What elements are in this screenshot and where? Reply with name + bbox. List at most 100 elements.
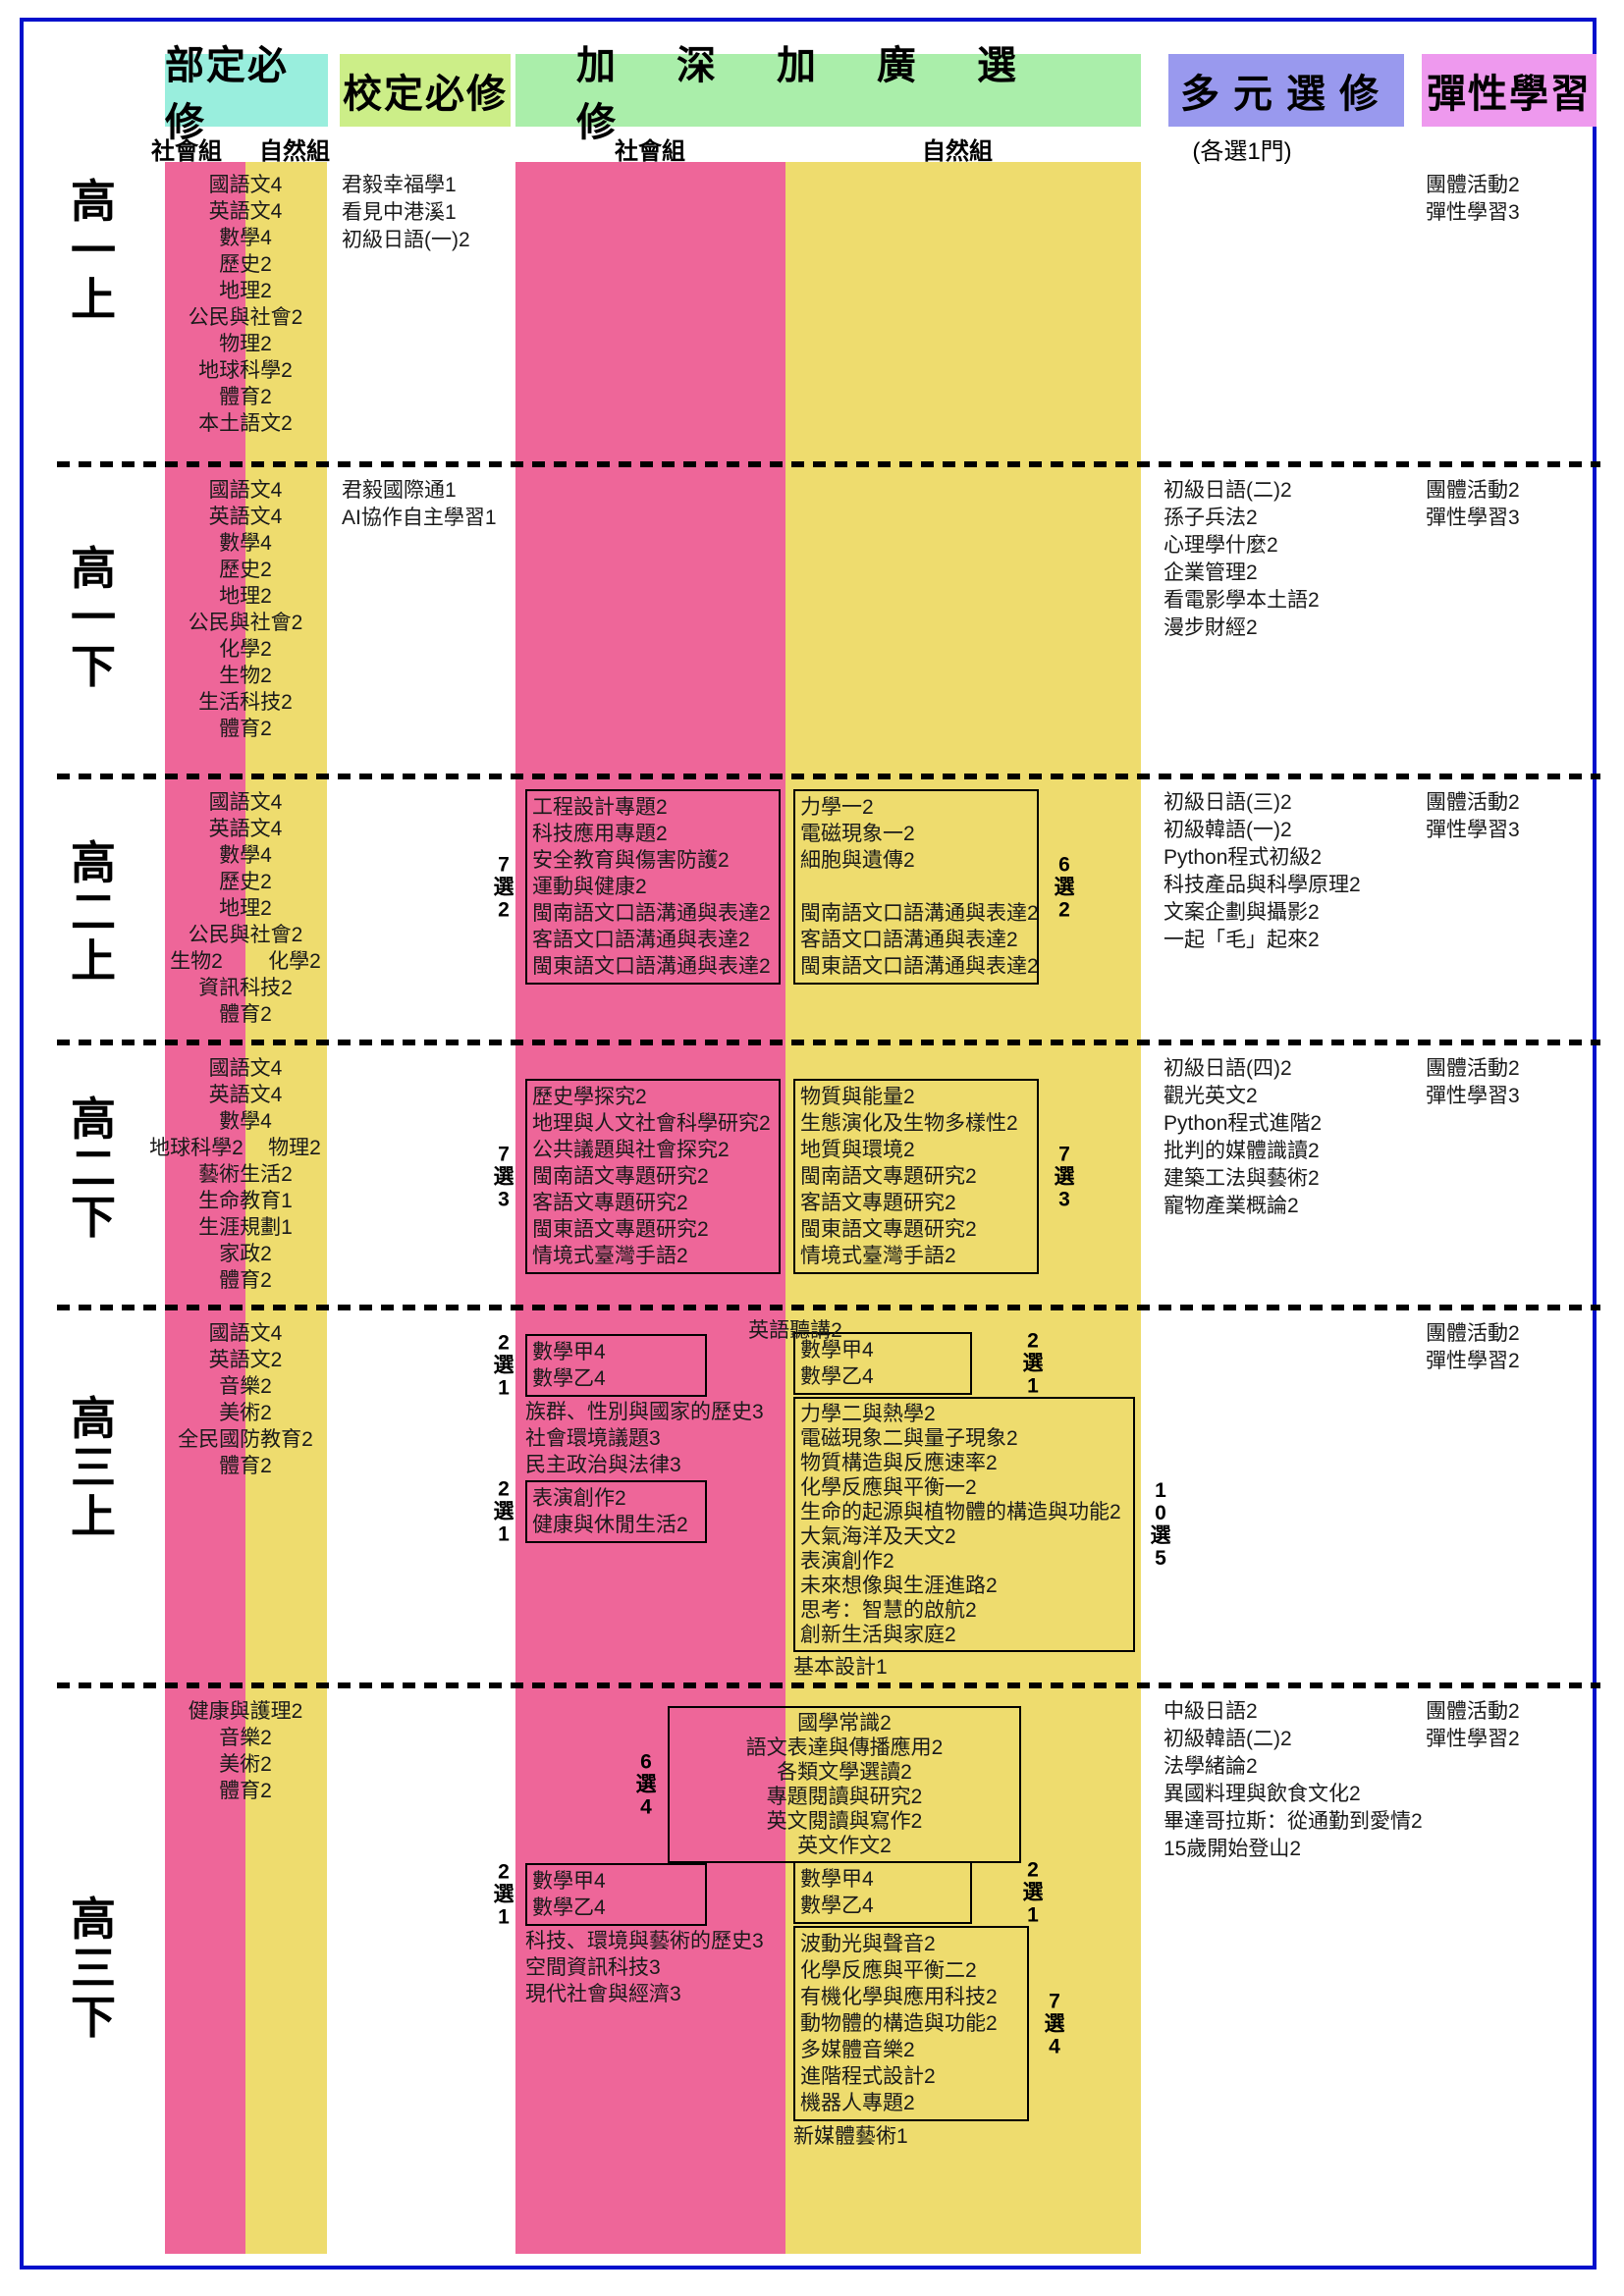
course-item: 英語文2 <box>208 1349 283 1371</box>
course-item: Python程式初級2 <box>1164 846 1323 869</box>
choose-char: 選 <box>493 1500 514 1523</box>
course-item: 彈性學習3 <box>1426 1085 1520 1107</box>
bureau-required-courses: 國語文4 英語文4 數學4 歷史2 地理2 公民與社會2 生物2 化學2 資訊科技2 體育2 <box>147 779 344 1028</box>
flexible-learning-courses: 團體活動2 彈性學習3 <box>1426 779 1612 844</box>
semester-label-char: 二 <box>71 886 116 937</box>
course-item: 波動光與聲音2 <box>800 1933 936 1955</box>
choose-char: 2 <box>1058 898 1070 921</box>
course-item: 英語聽講2 <box>748 1319 842 1342</box>
semester-label-char: 下 <box>71 641 116 692</box>
course-item: 建築工法與藝術2 <box>1164 1167 1320 1190</box>
choose-char: 3 <box>498 1188 510 1210</box>
column-band-bureau-social <box>165 162 245 2254</box>
choose-char: 2 <box>1027 1858 1039 1882</box>
course-item: 地理2 <box>219 280 272 302</box>
semester-row-6: 高三下健康與護理2 音樂2 美術2 體育2 數學甲4 數學乙4 2 選 1 科技、環境與藝術的歷史… <box>0 1688 1624 2254</box>
course-item: 專題閱讀與研究2 <box>766 1786 923 1808</box>
course-item: AI協作自主學習1 <box>342 507 497 529</box>
choose-char: 3 <box>1058 1188 1070 1210</box>
course-item: 閩南語文專題研究2 <box>800 1165 977 1188</box>
course-item: 看電影學本土語2 <box>1164 589 1320 612</box>
course-item: 看見中港溪1 <box>342 201 457 224</box>
semester-label-char: 上 <box>71 1491 116 1542</box>
course-item: 地質與環境2 <box>800 1139 915 1161</box>
course-item: 生活科技2 <box>198 691 293 714</box>
flexible-learning-courses: 團體活動2 彈性學習3 <box>1426 162 1612 227</box>
course-item: 數學甲4 <box>532 1870 606 1893</box>
advanced-natural-cell: 物質與能量2 生態演化及生物多樣性2 地質與環境2 閩南語文專題研究2 客語文專題研究2… <box>785 1045 1168 1274</box>
course-item: 地理2 <box>219 897 272 920</box>
course-block: 英語聽講2 <box>609 1318 982 1344</box>
option-group-box: 歷史學探究2 地理與人文社會科學研究2 公共議題與社會探究2 閩南語文專題研究2 客語文… <box>525 1079 781 1274</box>
advanced-natural-cell: 數學甲4 數學乙4 2 選 1 力學二與熱學2 電磁現象二與量子現象2 物質構造與反應速率2 化… <box>785 1310 1171 1681</box>
course-item: 進階程式設計2 <box>800 2065 936 2088</box>
course-item: 生態演化及生物多樣性2 <box>800 1112 1018 1135</box>
choose-char: 1 <box>498 1905 510 1929</box>
choose-char: 7 <box>1058 1143 1070 1165</box>
course-item: 畢達哥拉斯：從通勤到愛情2 <box>1164 1810 1423 1833</box>
flexible-learning-courses: 團體活動2 彈性學習3 <box>1426 1045 1612 1110</box>
semester-label-char: 一 <box>71 592 116 643</box>
choose-char: 1 <box>1027 1374 1039 1398</box>
bureau-required-courses: 國語文4 英語文4 數學4 歷史2 地理2 公民與社會2 化學2 生物2 生活科技2 體育2 <box>147 467 344 742</box>
advanced-social-cell: 數學甲4 數學乙4 2 選 1 族群、性別與國家的歷史3 社會環境議題3 民主政治與法律3 表演… <box>489 1310 785 1546</box>
course-item: 情境式臺灣手語2 <box>532 1245 688 1267</box>
advanced-social-cell: 數學甲4 數學乙4 2 選 1 科技、環境與藝術的歷史3 空間資訊科技3 現代社會與經濟3 <box>489 1688 785 2007</box>
course-item: 大氣海洋及天文2 <box>800 1525 956 1548</box>
choose-char: 5 <box>1155 1547 1166 1570</box>
course-item: 體育2 <box>219 1003 272 1026</box>
course-item: 初級韓語(二)2 <box>1164 1728 1292 1750</box>
course-item: 心理學什麼2 <box>1164 534 1278 557</box>
semester-label: 高二上 <box>39 838 147 986</box>
course-item: 生命教育1 <box>198 1190 293 1212</box>
course-item: 彈性學習3 <box>1426 507 1520 529</box>
choose-char: 6 <box>640 1750 652 1774</box>
choose-char: 0 <box>1155 1502 1166 1524</box>
choose-char: 7 <box>498 853 510 876</box>
course-item <box>800 874 1032 900</box>
course-item: 體育2 <box>219 1455 272 1477</box>
option-group-box: 物質與能量2 生態演化及生物多樣性2 地質與環境2 閩南語文專題研究2 客語文專題研究2… <box>793 1079 1039 1274</box>
course-item: 公民與社會2 <box>188 924 303 946</box>
multi-elective-courses: 初級日語(三)2 初級韓語(一)2 Python程式初級2 科技產品與科學原理2 文案企… <box>1164 779 1419 954</box>
course-item: 閩東語文口語溝通與表達2 <box>800 955 1039 978</box>
course-item: 企業管理2 <box>1164 561 1258 584</box>
choose-char: 選 <box>493 1883 514 1906</box>
course-item: 國語文4 <box>208 479 283 502</box>
course-item: 彈性學習2 <box>1426 1350 1520 1372</box>
course-item: 初級日語(二)2 <box>1164 479 1292 502</box>
option-group-lines: 科技、環境與藝術的歷史3 空間資訊科技3 現代社會與經濟3 <box>525 1928 785 2007</box>
advanced-natural-cell: 力學一2 電磁現象一2 細胞與遺傳2 閩南語文口語溝通與表達2 客語文口語溝通與表達2… <box>785 779 1168 985</box>
course-item: 文案企劃與攝影2 <box>1164 901 1320 924</box>
semester-row-4: 高二下 國語文4 英語文4 數學4 地球科學2 物理2 藝術生活2 生命教育1 生涯規劃1 家政2… <box>0 1045 1624 1305</box>
semester-label: 高三下 <box>39 1895 147 2042</box>
course-item: 力學二與熱學2 <box>800 1403 936 1425</box>
course-item: 物質與能量2 <box>800 1086 915 1108</box>
course-item: 現代社會與經濟3 <box>525 1983 681 2005</box>
course-item: 閩東語文專題研究2 <box>532 1218 709 1241</box>
semester-label-char: 一 <box>71 225 116 276</box>
course-item: 初級韓語(一)2 <box>1164 819 1292 841</box>
header-school-required: 校定必修 <box>340 54 511 127</box>
course-item: 美術2 <box>219 1402 272 1424</box>
course-item: 多媒體音樂2 <box>800 2039 915 2061</box>
course-item: 客語文口語溝通與表達2 <box>800 929 1018 951</box>
course-block: 力學二與熱學2 電磁現象二與量子現象2 物質構造與反應速率2 化學反應與平衡一2 生命的… <box>793 1397 1171 1652</box>
row-separator <box>57 461 1600 467</box>
course-item: 數學乙4 <box>800 1895 874 1917</box>
course-item: 數學4 <box>219 1110 272 1133</box>
semester-row-2: 高一下 國語文4 英語文4 數學4 歷史2 地理2 公民與社會2 化學2 生物2 生活科技2 體育2… <box>0 467 1624 774</box>
choose-char: 7 <box>1049 1990 1060 2012</box>
semester-row-5: 高三上國語文4 英語文2 音樂2 美術2 全民國防教育2 體育2 數學甲4 數學乙4 2 選 1 族群… <box>0 1310 1624 1682</box>
course-item: 初級日語(三)2 <box>1164 791 1292 814</box>
course-block: 族群、性別與國家的歷史3 社會環境議題3 民主政治與法律3 <box>525 1399 785 1478</box>
course-item: 體育2 <box>219 1780 272 1802</box>
course-item: 團體活動2 <box>1426 1057 1520 1080</box>
